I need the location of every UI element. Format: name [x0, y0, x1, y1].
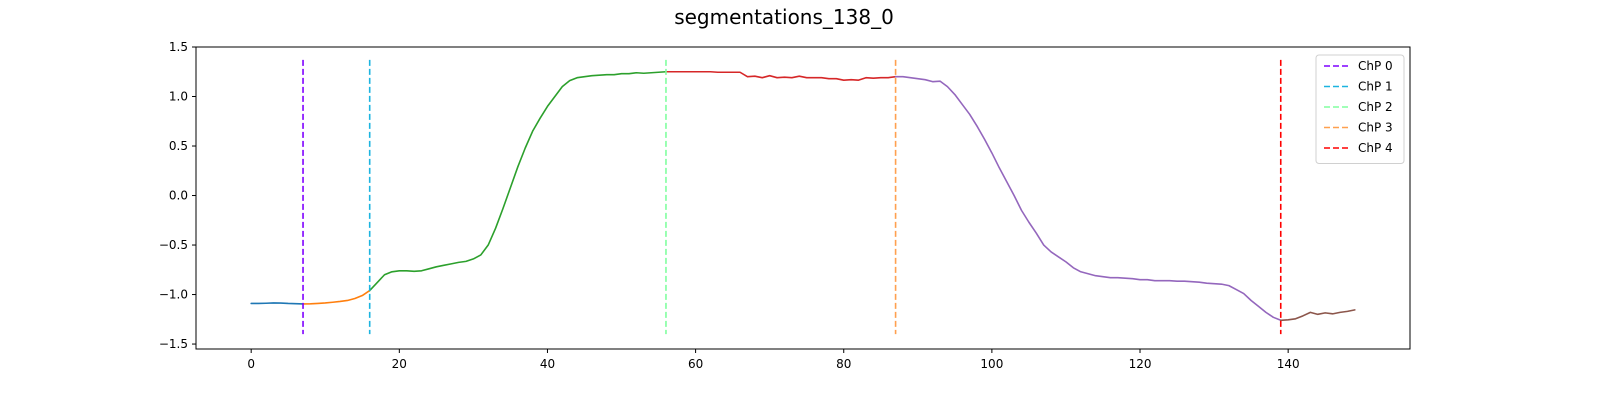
y-tick-label: 1.5	[169, 40, 188, 54]
y-tick-label: −0.5	[159, 238, 188, 252]
plot-area: 0 20 40 60 80 100 120 140 −1.5 −1.0 −0.5 0.0 0.5 1.0 1…	[159, 40, 1411, 371]
axes-frame	[195, 46, 1411, 350]
series-segment-5	[1279, 309, 1356, 322]
x-tick-label: 140	[1277, 357, 1300, 371]
x-tick-label: 0	[247, 357, 255, 371]
series-segment-2	[368, 70, 667, 292]
series-segment-1	[302, 289, 371, 305]
y-tick-label: −1.0	[159, 288, 188, 302]
x-tick-label: 80	[836, 357, 851, 371]
legend: ChP 0 ChP 1 ChP 2 ChP 3 ChP 4	[1315, 54, 1405, 164]
legend-box	[1315, 54, 1405, 164]
x-tick-label: 40	[540, 357, 555, 371]
legend-label: ChP 2	[1358, 100, 1393, 114]
legend-label: ChP 0	[1358, 59, 1393, 73]
x-tick-label: 100	[980, 357, 1003, 371]
x-tick-label: 20	[392, 357, 407, 371]
chart-title: segmentations_138_0	[674, 5, 894, 29]
y-tick-label: −1.5	[159, 337, 188, 351]
series-segment-3	[665, 70, 897, 81]
legend-label: ChP 1	[1358, 80, 1393, 94]
x-tick-label: 60	[688, 357, 703, 371]
y-tick-label: 0.0	[169, 189, 188, 203]
series-segment-0	[250, 302, 304, 305]
legend-label: ChP 4	[1358, 141, 1393, 155]
series-segment-4	[894, 75, 1282, 322]
legend-label: ChP 3	[1358, 121, 1393, 135]
x-tick-label: 120	[1129, 357, 1152, 371]
y-tick-label: 0.5	[169, 139, 188, 153]
y-tick-label: 1.0	[169, 90, 188, 104]
